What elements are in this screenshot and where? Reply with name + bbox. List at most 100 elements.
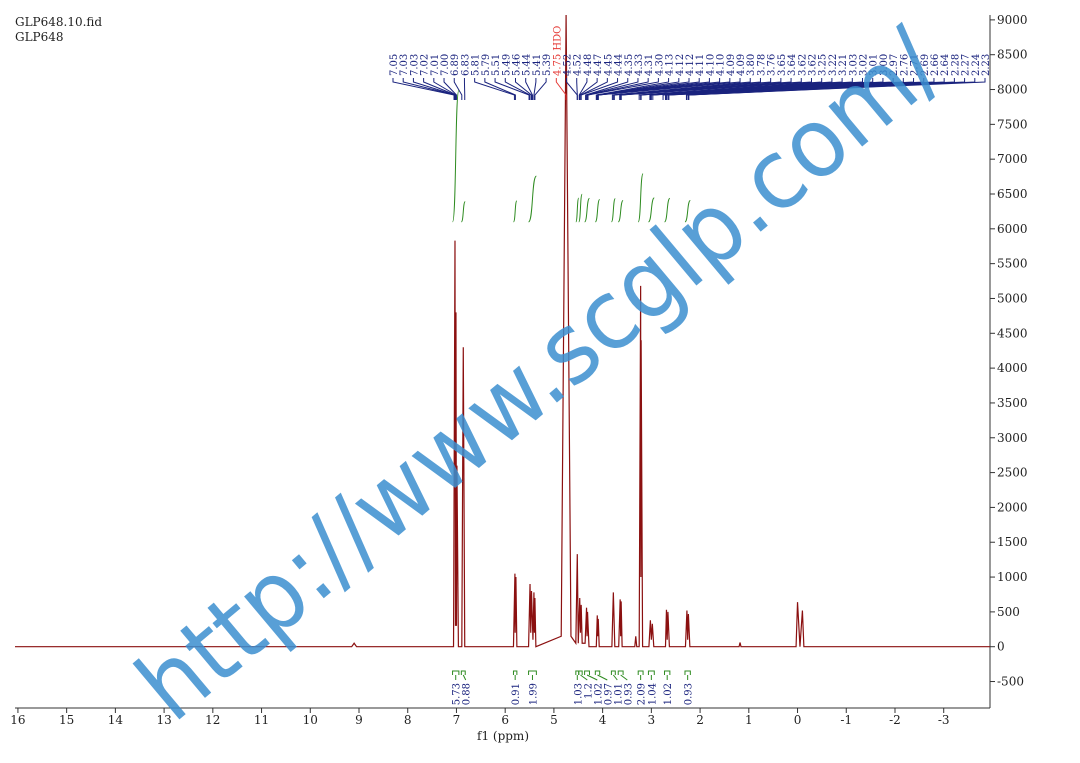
integral-curve xyxy=(664,197,671,223)
peak-label: 5.44 xyxy=(522,54,533,76)
y-tick-label: 2500 xyxy=(997,466,1028,480)
y-tick-label: 0 xyxy=(997,640,1005,654)
x-tick-label: 6 xyxy=(501,713,509,727)
integral-bracket xyxy=(684,670,691,675)
integral-leader xyxy=(597,674,608,681)
peak-leader xyxy=(668,78,945,100)
peak-label: 5.49 xyxy=(501,54,512,76)
x-tick-label: 0 xyxy=(794,713,802,727)
x-tick-label: 16 xyxy=(10,713,25,727)
x-tick-label: 7 xyxy=(453,713,461,727)
x-tick-label: 2 xyxy=(696,713,704,727)
peak-label: 3.03 xyxy=(848,54,859,76)
peak-leader xyxy=(620,78,812,100)
integral-curve xyxy=(647,197,655,223)
x-tick-label: 4 xyxy=(599,713,607,727)
integral-leader xyxy=(620,674,628,681)
integral-bracket xyxy=(578,670,583,675)
peak-leader xyxy=(555,78,567,100)
integral-bracket xyxy=(664,670,671,675)
peak-leader xyxy=(484,78,516,100)
peak-label: 3.22 xyxy=(828,54,839,76)
peak-label: 7.05 xyxy=(389,54,400,76)
integral-curve xyxy=(460,201,466,223)
integral-label: 1.03 xyxy=(573,683,584,705)
integral-label: 1.99 xyxy=(528,683,539,705)
y-tick-label: 4500 xyxy=(997,326,1028,340)
peak-leader xyxy=(580,78,619,100)
x-tick-label: 8 xyxy=(404,713,412,727)
peak-label: 4.09 xyxy=(736,54,747,76)
peak-label: 4.31 xyxy=(644,54,655,76)
integral-curve xyxy=(575,197,580,223)
peak-label: 4.33 xyxy=(634,54,645,76)
peak-label: 7.01 xyxy=(430,54,441,76)
y-tick-label: 4000 xyxy=(997,361,1028,375)
peak-leader xyxy=(525,78,533,100)
peak-leader xyxy=(586,78,639,100)
integral-label: 1.2 xyxy=(583,683,594,699)
peak-label: 2.24 xyxy=(971,54,982,76)
x-tick-label: 11 xyxy=(254,713,269,727)
x-tick-label: 15 xyxy=(59,713,74,727)
integral-label: 5.73 xyxy=(452,683,463,705)
y-tick-label: 3000 xyxy=(997,431,1028,445)
y-tick-label: 6000 xyxy=(997,222,1028,236)
peak-leader xyxy=(453,78,463,100)
integral-curve xyxy=(578,193,583,223)
integral-bracket xyxy=(460,670,466,675)
peak-label: 4.47 xyxy=(593,54,604,76)
y-tick-label: 3500 xyxy=(997,396,1028,410)
peak-label: 4.11 xyxy=(695,54,706,76)
y-tick-label: 7500 xyxy=(997,117,1028,131)
x-tick-label: 10 xyxy=(303,713,318,727)
peak-label: 3.80 xyxy=(746,54,757,76)
x-tick-label: -3 xyxy=(938,713,950,727)
peak-leader xyxy=(587,78,659,100)
integral-label: 1.01 xyxy=(613,683,624,705)
integral-bracket xyxy=(512,670,518,675)
peak-label: 5.41 xyxy=(532,54,543,76)
x-tick-label: 13 xyxy=(156,713,171,727)
peak-label: 5.46 xyxy=(511,54,522,76)
y-tick-label: 7000 xyxy=(997,152,1028,166)
peak-label: 5.39 xyxy=(542,54,553,76)
x-tick-label: -2 xyxy=(889,713,901,727)
integral-bracket xyxy=(610,670,616,675)
integral-leader xyxy=(586,674,598,681)
peak-label: 2.64 xyxy=(940,54,951,76)
integral-curve xyxy=(512,200,518,223)
peak-label: 5.81 xyxy=(471,54,482,76)
peak-label: 2.23 xyxy=(981,54,992,76)
peak-label: 3.78 xyxy=(756,54,767,76)
integral-curve xyxy=(684,199,691,223)
integral-leader xyxy=(612,674,618,681)
peak-label: 7.03 xyxy=(409,54,420,76)
integral-leader xyxy=(580,674,588,681)
peak-label: 4.10 xyxy=(716,54,727,76)
peak-label: 2.27 xyxy=(961,54,972,76)
peak-label: 7.03 xyxy=(399,54,410,76)
peak-label: 3.62 xyxy=(797,54,808,76)
y-tick-label: 2000 xyxy=(997,500,1028,514)
peak-leader xyxy=(688,78,986,100)
x-tick-label: 1 xyxy=(745,713,753,727)
integral-bracket xyxy=(647,670,655,675)
peak-leader xyxy=(494,78,530,100)
peak-label: 7.00 xyxy=(440,54,451,76)
peak-leader xyxy=(579,78,598,100)
peak-label: 6.89 xyxy=(450,54,461,76)
peak-label: 3.00 xyxy=(879,54,890,76)
integral-bracket xyxy=(594,670,601,675)
y-tick-label: 9000 xyxy=(997,13,1028,27)
peak-leader xyxy=(392,78,455,100)
x-tick-label: 5 xyxy=(550,713,558,727)
peak-label: 2.76 xyxy=(899,54,910,76)
integral-label: 1.04 xyxy=(647,683,658,705)
x-axis-label: f1 (ppm) xyxy=(477,729,529,743)
integral-curve xyxy=(637,173,644,223)
peak-label: 4.75 HDO xyxy=(552,26,563,76)
integral-bracket xyxy=(452,670,460,675)
peak-label: 3.02 xyxy=(859,54,870,76)
peak-leader xyxy=(533,78,537,100)
